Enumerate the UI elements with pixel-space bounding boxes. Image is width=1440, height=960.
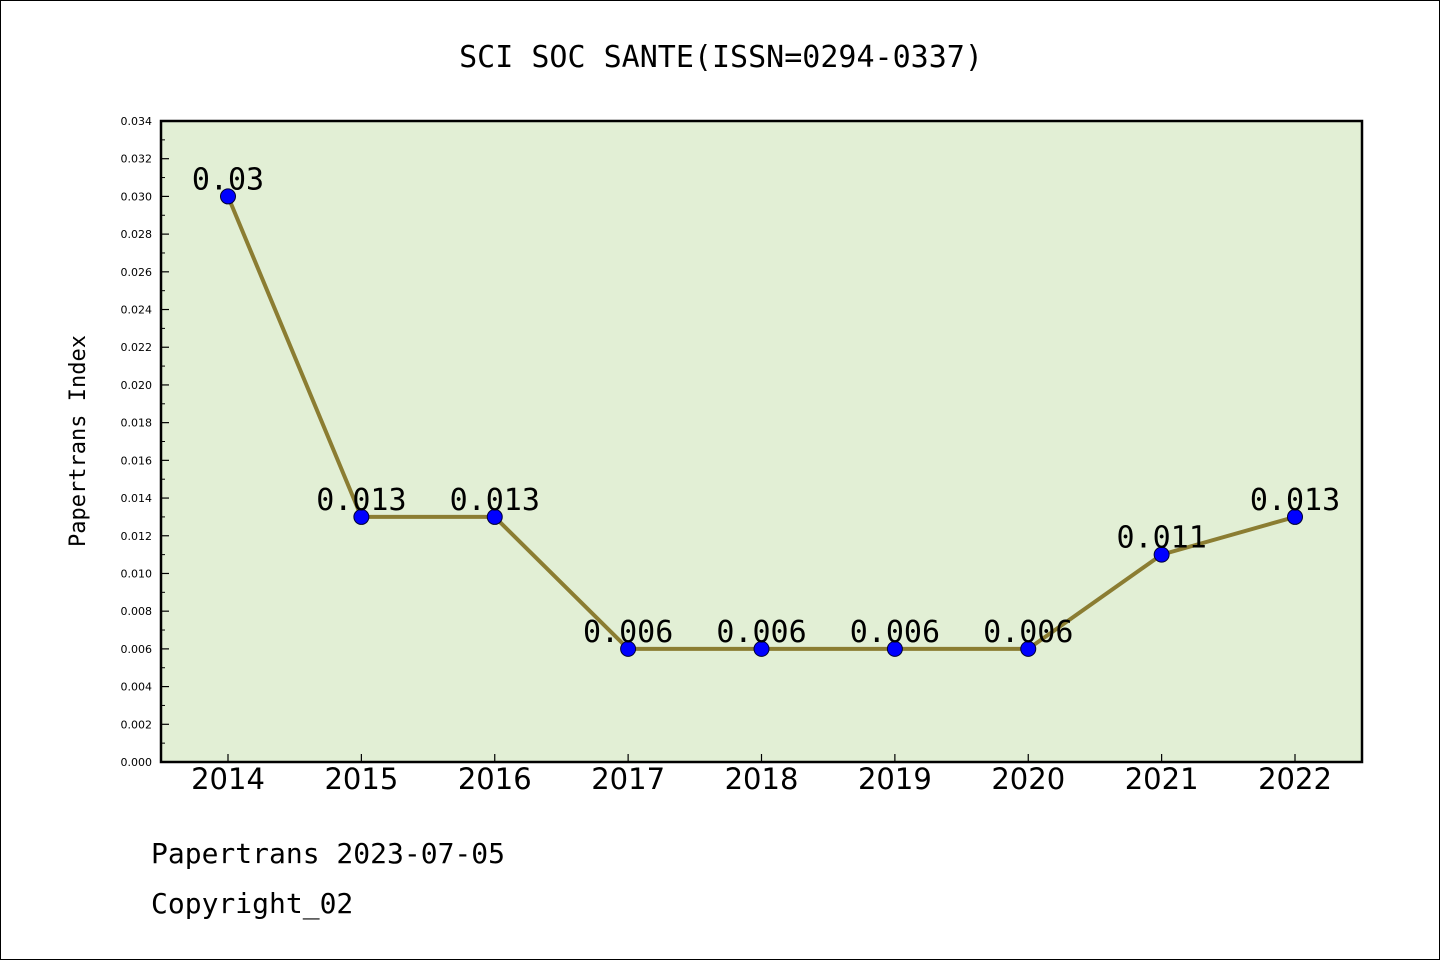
data-point xyxy=(1153,546,1170,563)
y-tick-label: 0.014 xyxy=(121,492,153,505)
data-label: 0.013 xyxy=(316,483,406,518)
x-tick-label: 2021 xyxy=(1125,762,1199,796)
data-point xyxy=(353,508,370,525)
y-tick-label: 0.002 xyxy=(121,718,153,731)
y-tick-label: 0.020 xyxy=(121,379,153,392)
y-tick-label: 0.032 xyxy=(121,153,153,166)
y-tick-label: 0.004 xyxy=(121,681,153,694)
x-tick-label: 2022 xyxy=(1258,762,1332,796)
x-tick-label: 2019 xyxy=(858,762,932,796)
x-tick-label: 2017 xyxy=(591,762,665,796)
y-tick-label: 0.022 xyxy=(121,341,153,354)
data-point xyxy=(753,640,770,657)
y-tick-label: 0.028 xyxy=(121,228,153,241)
data-point xyxy=(620,640,637,657)
y-tick-label: 0.034 xyxy=(121,115,153,128)
data-point xyxy=(220,188,236,205)
data-label: 0.011 xyxy=(1116,521,1206,556)
y-tick-label: 0.006 xyxy=(121,643,153,656)
data-label: 0.006 xyxy=(983,615,1073,650)
y-axis: 0.000 0.002 0.004 0.006 0.008 0.010 0.012 0.014… xyxy=(121,115,169,769)
y-axis-title: Papertrans Index xyxy=(66,335,91,547)
y-tick-label: 0.008 xyxy=(121,605,153,618)
x-tick-label: 2015 xyxy=(324,762,398,796)
data-point xyxy=(1020,640,1037,657)
plot-area xyxy=(159,119,1364,764)
x-axis: 2014 2015 2016 2017 2018 2019 2020 2021 2022 xyxy=(191,754,1332,796)
data-label: 0.006 xyxy=(583,615,673,650)
data-point xyxy=(1287,508,1303,525)
y-tick-label: 0.000 xyxy=(121,756,153,769)
data-label: 0.013 xyxy=(1250,483,1340,518)
x-tick-label: 2016 xyxy=(458,762,532,796)
footer-copyright-text: Copyright_02 xyxy=(151,887,354,920)
data-point xyxy=(486,508,503,525)
chart-title: SCI SOC SANTE(ISSN=0294-0337) xyxy=(459,40,983,75)
y-tick-label: 0.016 xyxy=(121,454,153,467)
data-label: 0.006 xyxy=(850,615,940,650)
y-tick-label: 0.030 xyxy=(121,190,153,203)
footer-date-text: Papertrans 2023-07-05 xyxy=(151,837,506,870)
y-tick-label: 0.012 xyxy=(121,530,153,543)
series xyxy=(220,188,1303,657)
y-tick-label: 0.010 xyxy=(121,567,153,580)
y-tick-label: 0.018 xyxy=(121,417,153,430)
data-labels: 0.03 0.013 0.013 0.006 0.006 0.006 0.006 0.011 0… xyxy=(192,162,1340,649)
data-point xyxy=(886,640,903,657)
x-tick-label: 2020 xyxy=(991,762,1065,796)
data-label: 0.006 xyxy=(716,615,806,650)
y-tick-label: 0.024 xyxy=(121,304,153,317)
x-tick-label: 2014 xyxy=(191,762,265,796)
x-tick-label: 2018 xyxy=(725,762,799,796)
data-label: 0.013 xyxy=(450,483,540,518)
data-label: 0.03 xyxy=(192,162,264,197)
y-tick-label: 0.026 xyxy=(121,266,153,279)
